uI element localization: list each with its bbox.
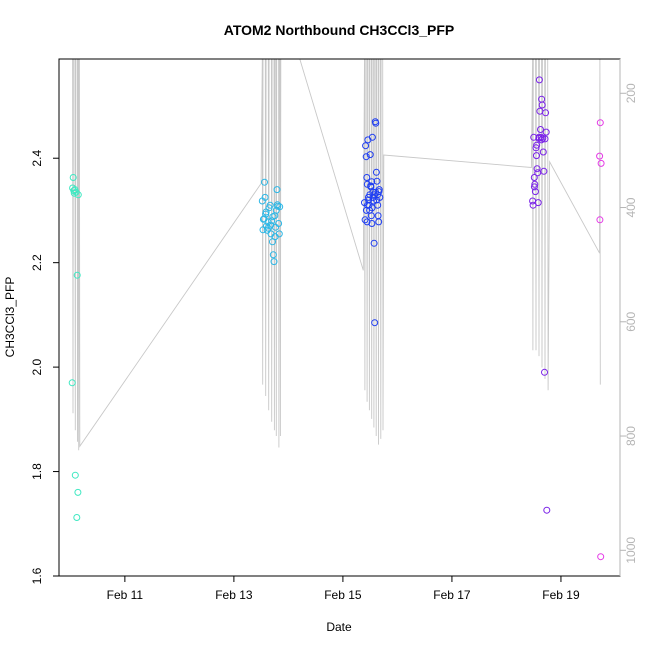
y-tick-label: 2.0 (30, 358, 44, 375)
data-point (534, 169, 542, 177)
data-point (372, 188, 379, 196)
secondary-line (72, 59, 601, 451)
data-point (534, 199, 542, 207)
y-axis: 1.6 1.8 2.0 2.2 2.4 (30, 150, 59, 584)
data-point (261, 178, 268, 186)
data-point (373, 196, 381, 204)
data-point (273, 186, 281, 194)
data-point (267, 221, 275, 229)
data-point (70, 189, 78, 197)
data-point (375, 218, 383, 226)
secondary-tick-label: 400 (624, 197, 638, 217)
data-point (362, 206, 370, 214)
data-point (530, 174, 538, 181)
data-point (269, 251, 277, 259)
y-tick-label: 2.4 (30, 150, 44, 167)
data-point (530, 183, 538, 191)
secondary-tick-label: 800 (624, 426, 638, 446)
data-point (71, 471, 79, 479)
data-point (73, 271, 81, 279)
data-point (362, 142, 370, 150)
y-tick-label: 1.6 (30, 567, 44, 584)
data-point (368, 220, 376, 227)
data-point (262, 208, 270, 216)
data-point (68, 379, 76, 387)
x-tick-label: Feb 13 (215, 588, 253, 602)
data-point (537, 133, 545, 141)
data-point (542, 109, 550, 117)
chart-title: ATOM2 Northbound CH3CCl3_PFP (224, 22, 455, 38)
data-point (537, 136, 545, 144)
data-point (74, 191, 82, 199)
data-point (268, 217, 276, 225)
data-point (531, 188, 539, 196)
secondary-y-axis: 200 400 600 800 1000 (619, 59, 638, 576)
data-point (371, 319, 379, 327)
y-tick-label: 2.2 (30, 254, 44, 271)
data-point (597, 553, 605, 561)
data-point (530, 133, 538, 141)
x-axis: Feb 11 Feb 13 Feb 15 Feb 17 Feb 19 (107, 576, 580, 602)
x-axis-title: Date (326, 620, 352, 634)
data-point (541, 368, 548, 376)
data-point (537, 126, 544, 133)
secondary-tick-label: 200 (624, 83, 638, 103)
data-point (73, 514, 81, 521)
data-point (362, 153, 370, 161)
data-point (543, 506, 551, 514)
data-point (597, 159, 605, 167)
y-axis-title: CH3CCl3_PFP (3, 277, 17, 358)
data-point (596, 119, 604, 127)
data-point (273, 201, 281, 209)
data-point (596, 152, 604, 160)
data-point (372, 119, 380, 127)
data-point (276, 203, 284, 211)
secondary-tick-label: 1000 (624, 537, 638, 564)
data-point (368, 204, 376, 212)
data-point (70, 187, 78, 195)
data-point (538, 101, 546, 109)
data-point (270, 258, 278, 266)
data-point (372, 168, 380, 176)
data-point (69, 174, 77, 181)
data-point (370, 239, 378, 247)
data-point (368, 178, 376, 186)
data-point (373, 177, 381, 185)
data-point (269, 213, 277, 221)
data-point (374, 201, 382, 209)
data-point (367, 212, 375, 220)
data-point (540, 167, 548, 175)
data-point (275, 220, 283, 227)
data-points (68, 76, 605, 561)
secondary-tick-label: 600 (624, 311, 638, 331)
x-tick-label: Feb 17 (433, 588, 471, 602)
data-point (535, 76, 543, 84)
x-tick-label: Feb 19 (542, 588, 580, 602)
data-point (542, 128, 550, 136)
data-point (260, 215, 268, 223)
data-point (533, 152, 540, 160)
data-point (271, 233, 279, 241)
data-point (74, 488, 82, 496)
data-point (363, 218, 371, 226)
data-point (531, 180, 539, 188)
x-tick-label: Feb 15 (324, 588, 362, 602)
secondary-series (72, 59, 601, 451)
data-point (261, 193, 269, 201)
data-point (539, 148, 547, 156)
y-tick-label: 1.8 (30, 463, 44, 480)
data-point (533, 165, 541, 173)
data-point (361, 216, 369, 224)
data-point (596, 216, 604, 224)
data-point (366, 151, 374, 159)
data-point (375, 188, 383, 196)
data-point (266, 201, 274, 209)
x-tick-label: Feb 11 (107, 588, 144, 602)
data-point (533, 141, 541, 149)
data-point (367, 183, 375, 191)
data-point (368, 133, 376, 141)
data-point (363, 174, 371, 181)
